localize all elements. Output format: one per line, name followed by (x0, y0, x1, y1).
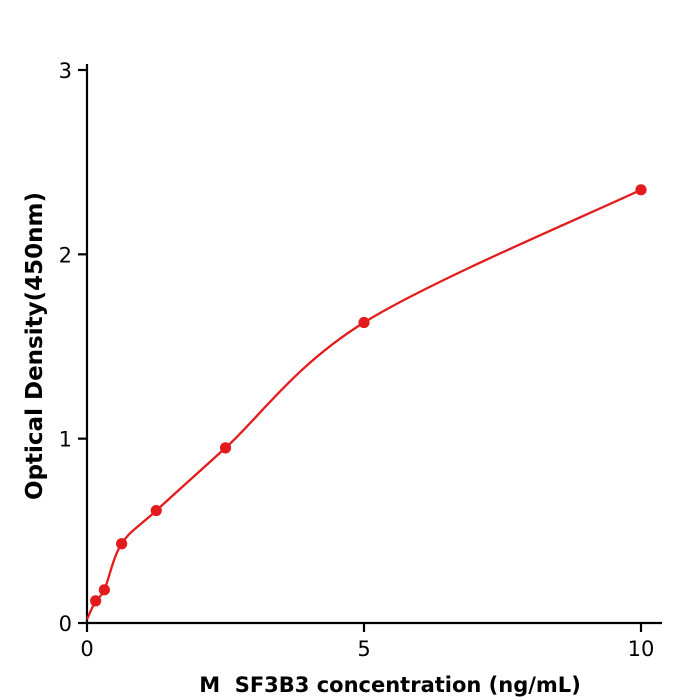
data-point (635, 184, 647, 196)
data-point (98, 584, 110, 596)
y-tick-label: 1 (59, 428, 72, 452)
data-point (219, 442, 232, 454)
y-tick-label: 3 (59, 59, 72, 83)
x-tick-label: 5 (357, 637, 370, 661)
fit-curve (85, 188, 642, 620)
data-point (358, 316, 370, 329)
data-point (90, 595, 102, 607)
y-tick-label: 0 (59, 612, 72, 636)
x-axis-label: M SF3B3 concentration (ng/mL) (199, 673, 581, 697)
data-point (150, 504, 162, 517)
y-tick-label: 2 (59, 243, 72, 267)
data-point (116, 538, 128, 550)
plot-area: 0 5 10 0 1 2 3 (59, 59, 662, 661)
x-tick-label: 0 (80, 637, 93, 661)
y-axis-label: Optical Density(450nm) (22, 192, 48, 500)
x-tick-label: 10 (628, 637, 655, 661)
